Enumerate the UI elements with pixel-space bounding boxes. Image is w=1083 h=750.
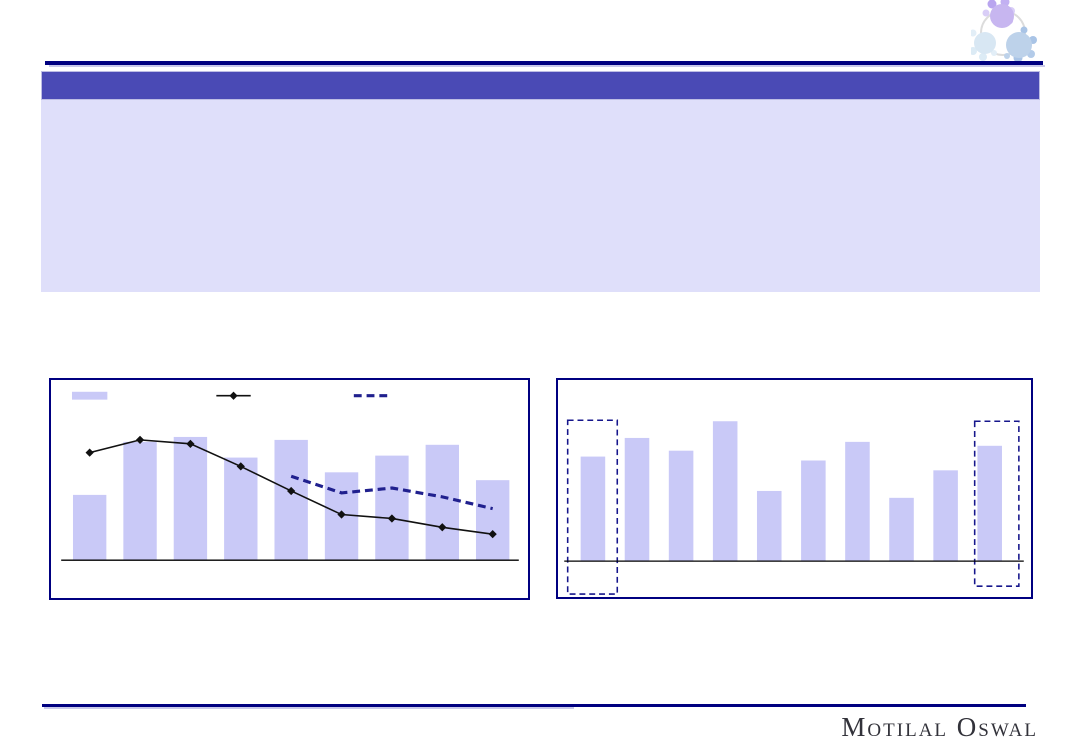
bar [274,439,308,560]
bar [375,455,409,560]
top-rule [45,61,1043,65]
legend-bar-swatch [71,391,108,400]
motilal-oswal-logo [971,0,1037,63]
top-rule-shadow [49,65,1045,67]
right-chart [556,378,1033,599]
bar [580,456,606,561]
diamond-marker [488,530,497,539]
title-bar [41,71,1040,100]
bar [756,490,782,561]
bar [933,470,958,561]
bar [801,460,826,561]
highlight-box [973,420,1020,587]
diamond-marker [186,439,195,448]
bar [425,444,459,560]
logo-cluster-purple [982,0,1015,28]
bar [889,497,914,561]
bar [123,441,157,560]
footer-rule-shadow [44,707,574,709]
brand-wordmark: Motilal Oswal [841,712,1038,742]
diamond-marker [229,391,238,400]
dashed-line-series [290,474,494,511]
right-chart-svg [564,419,1024,595]
logo-cluster-blue [1004,26,1037,63]
bar [712,421,738,561]
left-chart [49,378,530,600]
content-panel [41,100,1040,292]
diamond-marker [387,514,397,523]
diamond-marker [85,448,94,457]
bar [72,494,107,560]
diamond-marker [287,486,296,496]
left-chart-svg [61,391,519,561]
bar [224,457,258,560]
bar [845,441,870,561]
bar [977,445,1002,561]
bar [475,480,510,560]
bar [668,450,694,561]
bar [624,437,650,561]
diamond-marker [236,462,245,471]
highlight-box [566,419,619,595]
footer-rule [42,704,1026,707]
logo-cluster-pale-blue [971,29,997,61]
diamond-marker [135,435,145,445]
bar [173,436,208,560]
